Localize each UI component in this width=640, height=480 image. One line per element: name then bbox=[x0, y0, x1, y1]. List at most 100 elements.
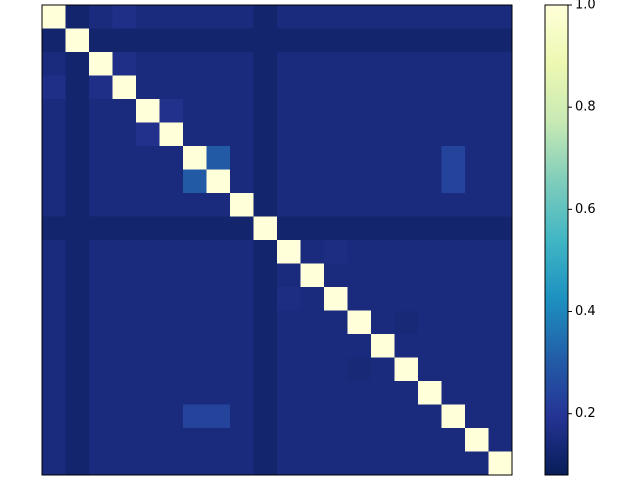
heatmap-cell bbox=[159, 28, 184, 53]
heatmap-cell bbox=[324, 193, 348, 217]
heatmap-cell bbox=[324, 310, 348, 335]
heatmap-cell bbox=[112, 28, 137, 53]
heatmap-cell bbox=[253, 287, 278, 311]
heatmap-cell bbox=[418, 263, 442, 288]
heatmap-cell bbox=[347, 99, 372, 123]
heatmap-cell bbox=[183, 287, 207, 311]
heatmap-cell bbox=[347, 428, 372, 452]
heatmap-cell bbox=[347, 404, 372, 429]
heatmap-cell bbox=[183, 122, 207, 147]
heatmap-cell bbox=[418, 240, 442, 264]
heatmap-cell bbox=[136, 122, 160, 147]
heatmap-cell bbox=[418, 216, 442, 241]
heatmap-cell bbox=[324, 28, 348, 53]
heatmap-cell bbox=[89, 122, 113, 147]
heatmap-cell bbox=[230, 404, 254, 429]
heatmap-cell bbox=[371, 310, 395, 335]
heatmap-cell bbox=[394, 263, 419, 288]
heatmap-cell bbox=[183, 169, 207, 194]
heatmap-cell bbox=[159, 334, 184, 358]
heatmap-cell bbox=[347, 216, 372, 241]
heatmap-cell bbox=[441, 240, 466, 264]
heatmap-cell bbox=[253, 52, 278, 76]
heatmap-cell bbox=[465, 357, 489, 382]
heatmap-cell bbox=[347, 52, 372, 76]
heatmap-cell bbox=[206, 52, 231, 76]
heatmap-cell bbox=[89, 451, 113, 476]
heatmap-cell bbox=[277, 334, 301, 358]
heatmap-cell bbox=[206, 193, 231, 217]
heatmap-cell bbox=[253, 193, 278, 217]
heatmap-cell bbox=[324, 334, 348, 358]
heatmap-cell bbox=[112, 428, 137, 452]
heatmap-cell bbox=[488, 52, 513, 76]
heatmap-cell bbox=[230, 169, 254, 194]
heatmap-cell bbox=[418, 334, 442, 358]
heatmap-cell bbox=[42, 52, 66, 76]
heatmap-cell bbox=[112, 263, 137, 288]
heatmap-cell bbox=[89, 310, 113, 335]
heatmap-cell bbox=[300, 240, 325, 264]
heatmap-cell bbox=[371, 216, 395, 241]
heatmap-cell bbox=[89, 5, 113, 29]
heatmap-cell bbox=[394, 381, 419, 405]
heatmap-cell bbox=[324, 404, 348, 429]
heatmap-cell bbox=[300, 428, 325, 452]
heatmap-cell bbox=[441, 28, 466, 53]
heatmap-cell bbox=[253, 216, 278, 241]
heatmap-cell bbox=[230, 240, 254, 264]
heatmap-cell bbox=[300, 310, 325, 335]
heatmap-cell bbox=[347, 240, 372, 264]
heatmap-cell bbox=[65, 5, 90, 29]
heatmap-cell bbox=[394, 28, 419, 53]
heatmap-cell bbox=[89, 357, 113, 382]
heatmap-cell bbox=[89, 193, 113, 217]
heatmap-cell bbox=[277, 193, 301, 217]
heatmap-cell bbox=[230, 193, 254, 217]
heatmap-cell bbox=[418, 451, 442, 476]
heatmap-cell bbox=[112, 216, 137, 241]
heatmap-cell bbox=[159, 263, 184, 288]
heatmap-cell bbox=[465, 52, 489, 76]
heatmap-cell bbox=[136, 357, 160, 382]
heatmap-cell bbox=[465, 381, 489, 405]
heatmap-cell bbox=[300, 122, 325, 147]
heatmap-cell bbox=[418, 357, 442, 382]
heatmap-cell bbox=[89, 381, 113, 405]
heatmap-cell bbox=[230, 357, 254, 382]
heatmap-cell bbox=[277, 310, 301, 335]
heatmap-cell bbox=[465, 193, 489, 217]
heatmap-cell bbox=[347, 451, 372, 476]
heatmap-cell bbox=[371, 193, 395, 217]
heatmap-cell bbox=[65, 451, 90, 476]
heatmap-cell bbox=[441, 451, 466, 476]
heatmap-cell bbox=[488, 381, 513, 405]
heatmap-cell bbox=[159, 146, 184, 170]
heatmap-cell bbox=[465, 240, 489, 264]
heatmap-cell bbox=[42, 287, 66, 311]
heatmap-cell bbox=[488, 404, 513, 429]
heatmap-cell bbox=[65, 28, 90, 53]
heatmap-cell bbox=[89, 146, 113, 170]
heatmap-cell bbox=[206, 451, 231, 476]
heatmap-cell bbox=[89, 169, 113, 194]
heatmap-cell bbox=[89, 287, 113, 311]
heatmap-cell bbox=[277, 75, 301, 100]
heatmap-cell bbox=[277, 428, 301, 452]
heatmap-cell bbox=[230, 428, 254, 452]
heatmap-cell bbox=[277, 451, 301, 476]
heatmap-cell bbox=[89, 428, 113, 452]
heatmap-cell bbox=[136, 28, 160, 53]
heatmap-cell bbox=[441, 169, 466, 194]
heatmap-cell bbox=[89, 263, 113, 288]
heatmap-cell bbox=[183, 404, 207, 429]
heatmap-cell bbox=[230, 99, 254, 123]
heatmap-cell bbox=[136, 240, 160, 264]
heatmap-cell bbox=[42, 122, 66, 147]
heatmap-cell bbox=[488, 146, 513, 170]
heatmap-cell bbox=[206, 122, 231, 147]
heatmap-cell bbox=[112, 334, 137, 358]
heatmap-cell bbox=[206, 28, 231, 53]
heatmap-cell bbox=[42, 5, 66, 29]
